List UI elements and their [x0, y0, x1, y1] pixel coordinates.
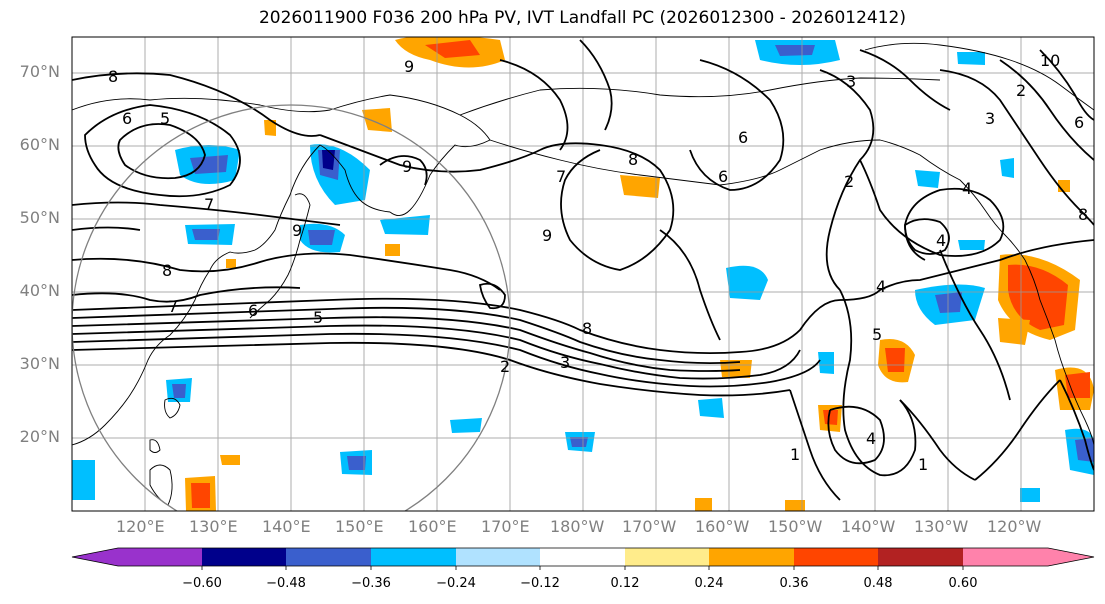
lon-tick-label: 130°W: [914, 517, 969, 536]
colorbar-max-arrow: [1048, 548, 1094, 566]
colorbar-tick-label: −0.48: [266, 576, 306, 591]
contour-label: 4: [876, 277, 886, 296]
contour-label: 7: [204, 195, 214, 214]
contour-label: 2: [844, 172, 854, 191]
contour-label: 2: [500, 357, 510, 376]
gridlines: [72, 37, 1094, 511]
lon-tick-label: 130°E: [189, 517, 238, 536]
contour-label: 9: [542, 226, 552, 245]
contour-label: 6: [718, 167, 728, 186]
contour-label: 6: [738, 128, 748, 147]
lon-tick-label: 120°W: [987, 517, 1042, 536]
colorbar-segment: [371, 548, 456, 566]
contour-label: 1: [790, 445, 800, 464]
contour-label: 10: [1040, 51, 1060, 70]
contour-label: 3: [985, 109, 995, 128]
contour-label: 3: [560, 353, 570, 372]
map-title: 2026011900 F036 200 hPa PV, IVT Landfall…: [258, 8, 906, 28]
colorbar-tick-label: −0.60: [182, 576, 222, 591]
colorbar-tick-label: −0.36: [351, 576, 391, 591]
contour-label: 9: [404, 57, 414, 76]
colorbar-tick-label: 0.60: [948, 576, 978, 591]
contour-label: 8: [108, 67, 118, 86]
colorbar-segment: [118, 548, 202, 566]
lon-tick-label: 150°W: [768, 517, 823, 536]
lon-tick-label: 140°E: [262, 517, 311, 536]
contour-label: 8: [1078, 205, 1088, 224]
colorbar-segment: [286, 548, 371, 566]
contour-label: 7: [556, 167, 566, 186]
coastlines: [72, 42, 1094, 506]
contour-label: 4: [962, 179, 972, 198]
lon-tick-label: 180°W: [550, 517, 605, 536]
contour-label: 9: [402, 157, 412, 176]
contour-labels: 8 6 5 7 8 9 7 6 5 9 8 7 9 8 6 3 2 3 6 2 …: [108, 51, 1088, 474]
contour-label: 7: [168, 297, 178, 316]
colorbar: [71, 547, 1095, 570]
lat-tick-label: 50°N: [19, 208, 60, 227]
colorbar-tick-label: 0.36: [779, 576, 809, 591]
colorbar-segment: [540, 548, 625, 566]
lat-tick-label: 60°N: [19, 135, 60, 154]
lon-tick-label: 170°E: [481, 517, 530, 536]
pv-contours: [72, 39, 1094, 501]
lat-tick-label: 30°N: [19, 354, 60, 373]
colorbar-outline: [71, 547, 1095, 567]
lon-tick-label: 120°E: [116, 517, 165, 536]
lon-tick-label: 170°W: [622, 517, 677, 536]
colorbar-min-arrow: [72, 548, 118, 566]
colorbar-segment: [202, 548, 286, 566]
contour-label: 5: [313, 308, 323, 327]
lat-tick-label: 20°N: [19, 427, 60, 446]
lon-tick-label: 150°E: [335, 517, 384, 536]
contour-label: 4: [936, 231, 946, 250]
map-frame: [71, 36, 1095, 512]
contour-label: 9: [292, 221, 302, 240]
colorbar-tick-label: 0.24: [694, 576, 724, 591]
lon-tick-label: 160°W: [695, 517, 750, 536]
contour-label: 5: [160, 109, 170, 128]
colorbar-segment: [456, 548, 540, 566]
lat-tick-label: 40°N: [19, 281, 60, 300]
colorbar-segment: [878, 548, 963, 566]
contour-label: 3: [846, 72, 856, 91]
colorbar-segment: [963, 548, 1048, 566]
contour-label: 2: [1016, 81, 1026, 100]
colorbar-tick-label: 0.12: [610, 576, 640, 591]
lat-tick-label: 70°N: [19, 62, 60, 81]
contour-label: 5: [872, 325, 882, 344]
contour-label: 8: [582, 319, 592, 338]
contour-label: 8: [628, 150, 638, 169]
lon-tick-label: 140°W: [841, 517, 896, 536]
contour-label: 6: [1074, 113, 1084, 132]
colorbar-segment: [625, 548, 709, 566]
colorbar-tick-label: −0.12: [520, 576, 560, 591]
colorbar-segment: [794, 548, 878, 566]
contour-label: 6: [248, 301, 258, 320]
contour-label: 1: [918, 455, 928, 474]
contour-label: 6: [122, 109, 132, 128]
contour-label: 8: [162, 261, 172, 280]
lon-tick-label: 160°E: [408, 517, 457, 536]
ivt-region-circle: [72, 104, 511, 511]
colorbar-tick-label: −0.24: [436, 576, 476, 591]
colorbar-segment: [709, 548, 794, 566]
colorbar-tick-label: 0.48: [863, 576, 893, 591]
contour-label: 4: [866, 429, 876, 448]
